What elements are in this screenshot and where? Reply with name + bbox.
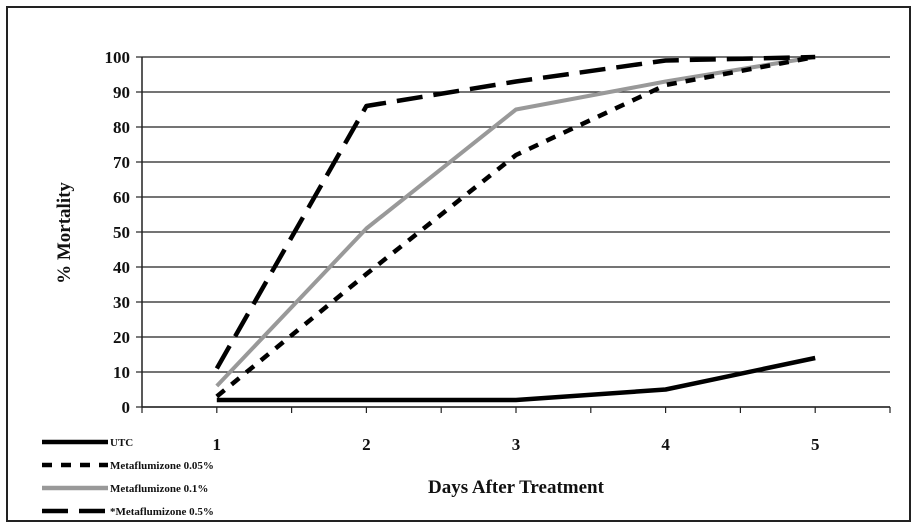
series-line: [214, 54, 816, 370]
y-tick-label: 80: [113, 118, 130, 137]
y-tick-label: 10: [113, 363, 130, 382]
x-axis-title: Days After Treatment: [428, 477, 605, 498]
legend-label: Metaflumizone 0.1%: [110, 483, 208, 495]
y-tick-label: 100: [105, 48, 131, 67]
x-tick-label: 2: [362, 435, 371, 454]
axes: [141, 57, 890, 408]
x-tick-label: 5: [811, 435, 820, 454]
y-tick-label: 90: [113, 83, 130, 102]
x-tick-label: 4: [661, 435, 670, 454]
y-tick-label: 70: [113, 153, 130, 172]
legend: UTC Metaflumizone 0.05% Metaflumizone 0.1%…: [42, 437, 214, 518]
x-tick-labels: 1 2 3 4 5: [141, 407, 891, 454]
legend-label: Metaflumizone 0.05%: [110, 460, 214, 472]
series-line: [215, 55, 816, 388]
series-line: [216, 355, 816, 403]
legend-label: UTC: [110, 437, 133, 449]
series-line: [215, 54, 816, 399]
legend-label: *Metaflumizone 0.5%: [110, 506, 214, 518]
y-tick-label: 30: [113, 293, 130, 312]
y-tick-label: 60: [113, 188, 130, 207]
y-tick-label: 50: [113, 223, 130, 242]
y-tick-label: 20: [113, 328, 130, 347]
y-axis-title: % Mortality: [54, 182, 75, 284]
series-lines: [214, 54, 816, 403]
y-tick-label: 0: [122, 398, 131, 417]
y-tick-labels: 0 10 20 30 40 50 60 70 80 90 100: [105, 48, 131, 417]
x-tick-label: 3: [512, 435, 521, 454]
x-tick-label: 1: [213, 435, 222, 454]
y-tick-label: 40: [113, 258, 130, 277]
